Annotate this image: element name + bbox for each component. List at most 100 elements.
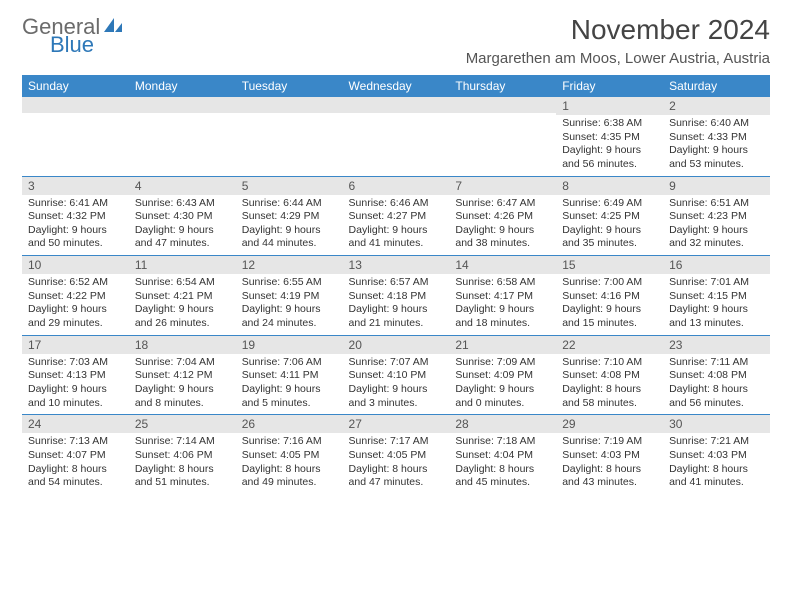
day-number: [22, 97, 129, 113]
day-number: 12: [236, 256, 343, 274]
sunset-text: Sunset: 4:09 PM: [455, 369, 550, 383]
daylight-text: Daylight: 9 hours and 32 minutes.: [669, 224, 764, 251]
sunset-text: Sunset: 4:15 PM: [669, 290, 764, 304]
day-number: 1: [556, 97, 663, 115]
calendar-week-row: 10Sunrise: 6:52 AMSunset: 4:22 PMDayligh…: [22, 256, 770, 336]
day-details: Sunrise: 6:47 AMSunset: 4:26 PMDaylight:…: [449, 195, 556, 256]
daylight-text: Daylight: 9 hours and 21 minutes.: [349, 303, 444, 330]
logo: General Blue: [22, 14, 124, 56]
calendar-day-cell: [22, 97, 129, 176]
daylight-text: Daylight: 9 hours and 50 minutes.: [28, 224, 123, 251]
sunrise-text: Sunrise: 6:43 AM: [135, 197, 230, 211]
sunset-text: Sunset: 4:25 PM: [562, 210, 657, 224]
calendar-day-cell: 21Sunrise: 7:09 AMSunset: 4:09 PMDayligh…: [449, 335, 556, 415]
calendar-day-cell: 13Sunrise: 6:57 AMSunset: 4:18 PMDayligh…: [343, 256, 450, 336]
daylight-text: Daylight: 8 hours and 45 minutes.: [455, 463, 550, 490]
daylight-text: Daylight: 9 hours and 3 minutes.: [349, 383, 444, 410]
calendar-day-cell: 12Sunrise: 6:55 AMSunset: 4:19 PMDayligh…: [236, 256, 343, 336]
column-header: Thursday: [449, 75, 556, 97]
sunset-text: Sunset: 4:03 PM: [562, 449, 657, 463]
sunrise-text: Sunrise: 7:09 AM: [455, 356, 550, 370]
daylight-text: Daylight: 8 hours and 58 minutes.: [562, 383, 657, 410]
sunset-text: Sunset: 4:03 PM: [669, 449, 764, 463]
sunset-text: Sunset: 4:18 PM: [349, 290, 444, 304]
day-details: Sunrise: 7:07 AMSunset: 4:10 PMDaylight:…: [343, 354, 450, 415]
day-details: Sunrise: 6:46 AMSunset: 4:27 PMDaylight:…: [343, 195, 450, 256]
day-number: 23: [663, 336, 770, 354]
sunrise-text: Sunrise: 6:40 AM: [669, 117, 764, 131]
sunrise-text: Sunrise: 7:06 AM: [242, 356, 337, 370]
column-header: Saturday: [663, 75, 770, 97]
day-number: 8: [556, 177, 663, 195]
day-number: 30: [663, 415, 770, 433]
location-subtitle: Margarethen am Moos, Lower Austria, Aust…: [466, 50, 770, 67]
daylight-text: Daylight: 8 hours and 41 minutes.: [669, 463, 764, 490]
calendar-day-cell: 7Sunrise: 6:47 AMSunset: 4:26 PMDaylight…: [449, 176, 556, 256]
day-number: 21: [449, 336, 556, 354]
day-details: Sunrise: 7:17 AMSunset: 4:05 PMDaylight:…: [343, 433, 450, 494]
day-number: 10: [22, 256, 129, 274]
day-number: 19: [236, 336, 343, 354]
daylight-text: Daylight: 8 hours and 54 minutes.: [28, 463, 123, 490]
calendar-day-cell: [129, 97, 236, 176]
daylight-text: Daylight: 9 hours and 13 minutes.: [669, 303, 764, 330]
day-number: 6: [343, 177, 450, 195]
sunrise-text: Sunrise: 7:16 AM: [242, 435, 337, 449]
calendar-day-cell: 6Sunrise: 6:46 AMSunset: 4:27 PMDaylight…: [343, 176, 450, 256]
day-number: 18: [129, 336, 236, 354]
calendar-day-cell: 28Sunrise: 7:18 AMSunset: 4:04 PMDayligh…: [449, 415, 556, 494]
daylight-text: Daylight: 9 hours and 53 minutes.: [669, 144, 764, 171]
day-details: Sunrise: 6:52 AMSunset: 4:22 PMDaylight:…: [22, 274, 129, 335]
daylight-text: Daylight: 9 hours and 44 minutes.: [242, 224, 337, 251]
day-number: [129, 97, 236, 113]
calendar-day-cell: 20Sunrise: 7:07 AMSunset: 4:10 PMDayligh…: [343, 335, 450, 415]
sunset-text: Sunset: 4:23 PM: [669, 210, 764, 224]
calendar-week-row: 1Sunrise: 6:38 AMSunset: 4:35 PMDaylight…: [22, 97, 770, 176]
day-number: 24: [22, 415, 129, 433]
day-number: 22: [556, 336, 663, 354]
sunrise-text: Sunrise: 6:44 AM: [242, 197, 337, 211]
day-details: [343, 113, 450, 169]
day-number: [236, 97, 343, 113]
sunrise-text: Sunrise: 7:14 AM: [135, 435, 230, 449]
day-details: Sunrise: 6:44 AMSunset: 4:29 PMDaylight:…: [236, 195, 343, 256]
day-details: Sunrise: 7:14 AMSunset: 4:06 PMDaylight:…: [129, 433, 236, 494]
sunset-text: Sunset: 4:08 PM: [562, 369, 657, 383]
day-details: Sunrise: 7:01 AMSunset: 4:15 PMDaylight:…: [663, 274, 770, 335]
sunset-text: Sunset: 4:22 PM: [28, 290, 123, 304]
sunrise-text: Sunrise: 7:17 AM: [349, 435, 444, 449]
sunset-text: Sunset: 4:29 PM: [242, 210, 337, 224]
column-header: Wednesday: [343, 75, 450, 97]
sunrise-text: Sunrise: 6:55 AM: [242, 276, 337, 290]
sunrise-text: Sunrise: 6:52 AM: [28, 276, 123, 290]
sunset-text: Sunset: 4:26 PM: [455, 210, 550, 224]
sunrise-text: Sunrise: 6:41 AM: [28, 197, 123, 211]
calendar-day-cell: 10Sunrise: 6:52 AMSunset: 4:22 PMDayligh…: [22, 256, 129, 336]
day-number: 17: [22, 336, 129, 354]
day-details: Sunrise: 7:16 AMSunset: 4:05 PMDaylight:…: [236, 433, 343, 494]
column-header: Tuesday: [236, 75, 343, 97]
sunrise-text: Sunrise: 6:46 AM: [349, 197, 444, 211]
day-number: [449, 97, 556, 113]
calendar-day-cell: 8Sunrise: 6:49 AMSunset: 4:25 PMDaylight…: [556, 176, 663, 256]
calendar-day-cell: 25Sunrise: 7:14 AMSunset: 4:06 PMDayligh…: [129, 415, 236, 494]
day-number: 14: [449, 256, 556, 274]
day-details: Sunrise: 7:09 AMSunset: 4:09 PMDaylight:…: [449, 354, 556, 415]
sunrise-text: Sunrise: 7:10 AM: [562, 356, 657, 370]
sunrise-text: Sunrise: 7:04 AM: [135, 356, 230, 370]
calendar-day-cell: 4Sunrise: 6:43 AMSunset: 4:30 PMDaylight…: [129, 176, 236, 256]
sunset-text: Sunset: 4:05 PM: [242, 449, 337, 463]
day-details: Sunrise: 7:00 AMSunset: 4:16 PMDaylight:…: [556, 274, 663, 335]
sunset-text: Sunset: 4:11 PM: [242, 369, 337, 383]
sunset-text: Sunset: 4:06 PM: [135, 449, 230, 463]
daylight-text: Daylight: 9 hours and 41 minutes.: [349, 224, 444, 251]
day-number: 2: [663, 97, 770, 115]
day-details: Sunrise: 6:40 AMSunset: 4:33 PMDaylight:…: [663, 115, 770, 176]
calendar-day-cell: 19Sunrise: 7:06 AMSunset: 4:11 PMDayligh…: [236, 335, 343, 415]
sunset-text: Sunset: 4:07 PM: [28, 449, 123, 463]
sunrise-text: Sunrise: 7:13 AM: [28, 435, 123, 449]
calendar-day-cell: 22 Sunrise: 7:10 AMSunset: 4:08 PMDayligh…: [556, 335, 663, 415]
calendar-day-cell: [236, 97, 343, 176]
sunrise-text: Sunrise: 6:57 AM: [349, 276, 444, 290]
sunrise-text: Sunrise: 6:38 AM: [562, 117, 657, 131]
